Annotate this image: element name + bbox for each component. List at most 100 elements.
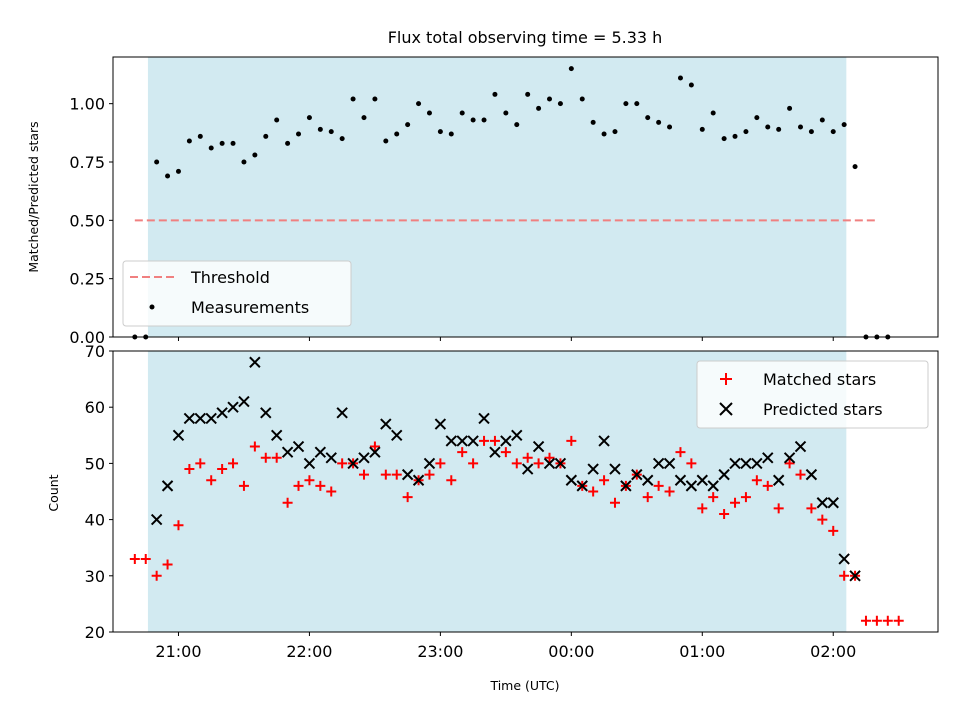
matched-point xyxy=(839,570,850,581)
matched-point xyxy=(271,452,282,463)
legend: Threshold Measurements xyxy=(122,260,352,327)
matched-point xyxy=(304,475,315,486)
predicted-point xyxy=(707,480,719,492)
y-tick-label: 1.00 xyxy=(69,95,105,114)
matched-point xyxy=(653,480,664,491)
y-tick-label: 70 xyxy=(85,342,105,361)
matched-point xyxy=(391,469,402,480)
predicted-point xyxy=(434,418,447,430)
predicted-point xyxy=(445,435,458,447)
y-tick-label: 50 xyxy=(85,454,105,473)
legend-label: Threshold xyxy=(190,268,270,287)
matched-point xyxy=(828,525,839,536)
predicted-point xyxy=(696,474,708,486)
data-point xyxy=(219,140,225,146)
matched-point xyxy=(293,480,304,491)
matched-point xyxy=(402,492,413,503)
predicted-point xyxy=(292,440,305,453)
data-point xyxy=(645,115,651,121)
predicted-point xyxy=(783,452,796,464)
top-y-axis-label: Matched/Predicted stars xyxy=(26,121,41,272)
x-tick-label: 00:00 xyxy=(548,642,594,661)
matched-point xyxy=(686,458,697,469)
x-tick-label: 22:00 xyxy=(286,642,332,661)
matched-point xyxy=(773,503,784,514)
predicted-point xyxy=(598,435,610,447)
matched-point xyxy=(129,553,140,564)
predicted-point xyxy=(631,468,643,481)
data-point xyxy=(296,131,302,137)
y-tick-label: 0.50 xyxy=(69,211,105,230)
data-point xyxy=(175,168,181,174)
predicted-point xyxy=(314,446,327,458)
predicted-point xyxy=(565,474,578,486)
data-point xyxy=(601,131,607,137)
predicted-point xyxy=(456,435,468,447)
matched-point xyxy=(522,452,533,463)
data-point xyxy=(798,124,803,130)
matched-point xyxy=(249,441,260,452)
predicted-point xyxy=(336,407,348,419)
matched-point xyxy=(162,559,173,570)
predicted-point xyxy=(587,463,599,475)
matched-point xyxy=(500,447,511,458)
matched-point xyxy=(238,480,249,491)
matched-point xyxy=(282,497,293,508)
matched-point xyxy=(479,435,490,446)
matched-point xyxy=(489,435,500,446)
x-tick-label: 02:00 xyxy=(810,642,856,661)
data-point xyxy=(372,96,378,102)
y-tick-label: 0.25 xyxy=(69,270,105,289)
matched-point xyxy=(642,492,653,503)
predicted-point xyxy=(794,440,807,453)
data-point xyxy=(165,173,171,179)
predicted-point xyxy=(751,457,763,470)
predicted-point xyxy=(260,407,272,419)
predicted-point xyxy=(205,412,217,425)
data-point xyxy=(230,140,236,146)
matched-point xyxy=(795,469,806,480)
data-point xyxy=(754,115,760,121)
data-point xyxy=(841,122,847,128)
predicted-point xyxy=(249,356,261,368)
predicted-point xyxy=(827,497,839,509)
predicted-point xyxy=(543,457,556,470)
matched-point xyxy=(599,475,610,486)
x-tick-label: 23:00 xyxy=(417,642,463,661)
data-point xyxy=(590,119,596,125)
data-point xyxy=(612,129,618,135)
data-point xyxy=(208,145,214,151)
matched-point xyxy=(337,458,348,469)
data-point xyxy=(339,136,345,142)
series-measurements xyxy=(132,66,891,340)
matched-point xyxy=(358,469,369,480)
matched-point xyxy=(424,469,435,480)
data-point xyxy=(416,101,422,107)
matched-point xyxy=(697,503,708,514)
data-point xyxy=(557,101,563,107)
data-point xyxy=(808,129,814,135)
predicted-point xyxy=(816,497,829,509)
legend-label: Matched stars xyxy=(763,370,876,389)
matched-point xyxy=(206,475,217,486)
predicted-point xyxy=(772,474,785,486)
data-point xyxy=(787,105,793,111)
data-point xyxy=(426,110,432,116)
predicted-point xyxy=(838,553,850,565)
matched-point xyxy=(806,503,817,514)
matched-point xyxy=(457,447,468,458)
bottom-y-axis-label: Count xyxy=(46,474,61,511)
predicted-point xyxy=(347,457,359,470)
matched-point xyxy=(468,458,479,469)
predicted-point xyxy=(467,435,479,447)
matched-point xyxy=(751,475,762,486)
data-point xyxy=(536,105,542,111)
data-point xyxy=(667,124,673,130)
predicted-point xyxy=(554,457,567,470)
data-point xyxy=(317,126,323,132)
matched-point xyxy=(708,492,719,503)
legend-label: Measurements xyxy=(191,298,309,317)
matched-point xyxy=(260,452,271,463)
y-tick-label: 0.75 xyxy=(69,153,105,172)
